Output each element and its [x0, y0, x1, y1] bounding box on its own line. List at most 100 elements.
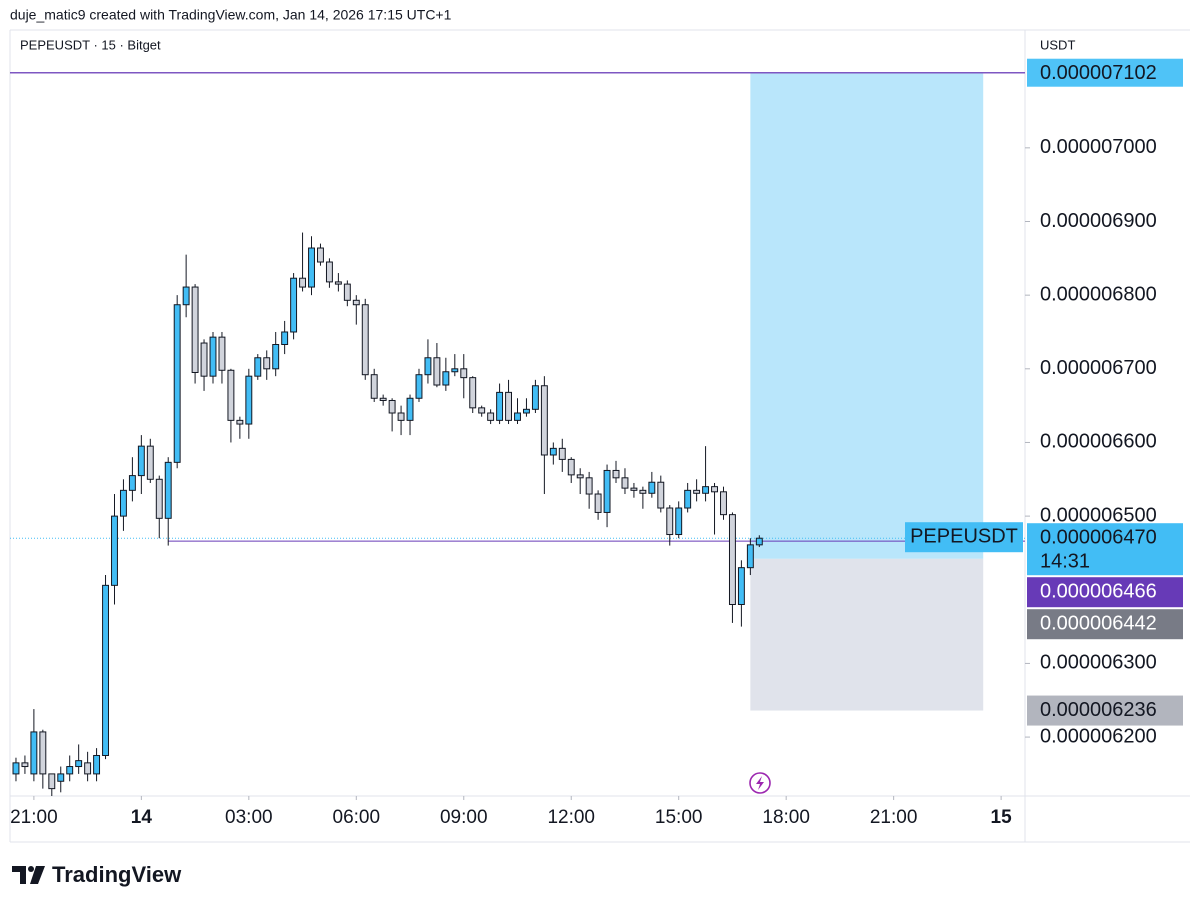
y-tick-label: 0.000007000 — [1040, 136, 1157, 158]
price-label-bg — [1027, 58, 1183, 87]
candle-body — [84, 762, 92, 775]
candle-body — [406, 397, 414, 421]
candle-body — [558, 447, 566, 460]
candle-body — [576, 474, 584, 479]
candle-body — [30, 731, 38, 775]
candle-body — [397, 412, 405, 421]
candle-body — [585, 477, 593, 495]
candle-body — [200, 342, 208, 377]
candle-body — [424, 357, 432, 376]
candle-body — [746, 544, 754, 569]
x-tick-label: 21:00 — [10, 807, 58, 828]
candle-body — [549, 447, 557, 456]
candle-body — [218, 336, 226, 371]
candle-body — [236, 419, 244, 425]
header-text: duje_matic9 created with TradingView.com… — [10, 7, 452, 23]
candle-body — [388, 399, 396, 414]
candle-body — [711, 486, 718, 493]
x-tick-label: 15:00 — [655, 807, 703, 828]
x-tick-label: 21:00 — [870, 807, 918, 828]
candle-body — [603, 469, 611, 513]
candle-body — [317, 247, 324, 263]
y-tick-label: 0.000006600 — [1040, 431, 1157, 453]
logo-mark-b — [28, 866, 34, 872]
y-tick-label: 0.000006200 — [1040, 725, 1157, 747]
y-tick-label: 0.000006800 — [1040, 283, 1157, 305]
x-tick-label: 14 — [131, 807, 153, 828]
candle-body — [567, 458, 575, 476]
price-label-bg — [1027, 609, 1183, 640]
candle-body — [478, 407, 486, 414]
candle-body — [612, 469, 620, 479]
price-label-bg — [1027, 695, 1183, 726]
candle-body — [66, 766, 74, 775]
candle-body — [254, 357, 262, 377]
candle-body — [272, 344, 280, 370]
price-label: 0.000007102 — [1040, 62, 1157, 84]
candle-body — [299, 277, 307, 288]
candle-body — [352, 299, 360, 306]
symbol-tag-bg — [905, 522, 1023, 553]
candle-body — [119, 489, 127, 517]
candle-body — [496, 391, 504, 421]
candle-body — [720, 491, 727, 516]
symbol-tag: PEPEUSDT — [910, 525, 1018, 547]
candle-body — [137, 445, 145, 477]
alert-icon[interactable] — [749, 772, 771, 794]
candle-body — [173, 304, 181, 463]
candle-body — [111, 515, 118, 586]
candle-body — [290, 277, 298, 333]
candle-body — [128, 475, 136, 491]
candle-body — [728, 514, 736, 606]
y-tick-label: 0.000006700 — [1040, 357, 1157, 379]
candle-body — [21, 762, 29, 768]
candle-body — [630, 487, 638, 491]
candle-body — [684, 489, 692, 509]
candle-body — [281, 331, 289, 346]
candle-body — [505, 391, 512, 421]
candle-body — [57, 773, 65, 782]
candle-body — [531, 385, 539, 410]
x-tick-label: 18:00 — [762, 807, 810, 828]
candle-body — [191, 286, 199, 373]
price-axis-unit: USDT — [1040, 37, 1075, 52]
price-label: 0.000006470 — [1040, 526, 1157, 548]
candle-body — [39, 731, 47, 775]
chart-legend: PEPEUSDT · 15 · Bitget — [20, 37, 161, 52]
brand-logo — [12, 866, 45, 884]
loss-zone — [750, 558, 984, 711]
price-countdown: 14:31 — [1040, 550, 1090, 572]
candle-body — [666, 507, 674, 536]
candle-body — [487, 412, 495, 421]
candle-body — [75, 760, 83, 768]
candle-body — [514, 412, 521, 421]
candle-body — [657, 481, 665, 509]
logo-mark-c — [30, 866, 45, 884]
candle-body — [433, 357, 441, 386]
price-label-bg — [1027, 523, 1183, 576]
candle-body — [648, 481, 656, 494]
candle-body — [308, 247, 315, 288]
candle-body — [361, 304, 369, 376]
candle-body — [415, 374, 423, 399]
y-tick-label: 0.000006500 — [1040, 504, 1157, 526]
x-tick-label: 15 — [991, 807, 1013, 828]
logo-mark-a — [12, 866, 26, 884]
candle-body — [12, 762, 20, 775]
candle-body — [451, 368, 459, 373]
x-tick-label: 03:00 — [225, 807, 273, 828]
candle-body — [325, 261, 333, 283]
plot-layer: 0.0000062000.0000063000.0000065000.00000… — [10, 71, 1157, 828]
candle-body — [621, 477, 629, 489]
candle-body — [155, 478, 163, 519]
candle-body — [737, 567, 745, 606]
candle-body — [702, 486, 710, 494]
profit-zone — [750, 72, 984, 559]
candle-body — [93, 754, 101, 775]
candle-body — [227, 369, 235, 421]
candle-body — [379, 397, 387, 401]
candle-body — [755, 537, 763, 546]
